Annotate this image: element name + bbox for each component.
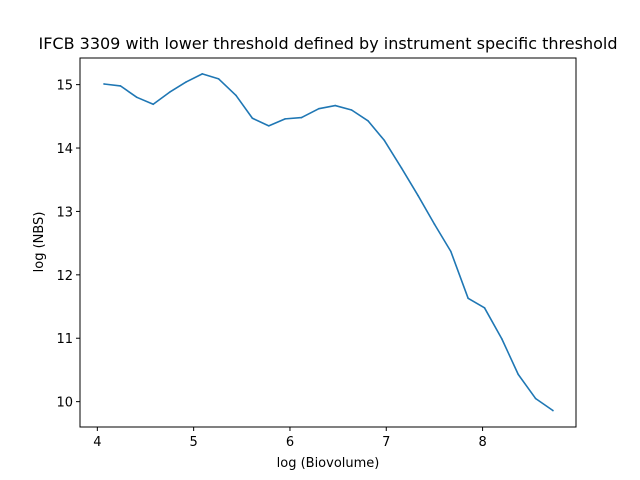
data-point — [534, 397, 537, 400]
data-point — [501, 338, 503, 340]
y-tick-label: 10 — [56, 396, 73, 411]
plot-frame — [79, 57, 577, 428]
y-axis: 10 11 12 13 14 15 — [56, 79, 80, 411]
y-tick-label: 11 — [56, 332, 73, 347]
data-point — [235, 94, 237, 97]
x-tick-label: 7 — [382, 435, 390, 450]
x-axis: 4 5 6 7 8 — [93, 427, 487, 450]
y-axis-label: log (NBS) — [32, 212, 47, 273]
data-point — [517, 373, 520, 376]
data-point — [350, 109, 353, 111]
data-point — [318, 107, 320, 110]
data-point — [168, 91, 171, 94]
y-tick-label: 13 — [56, 205, 73, 220]
data-point — [185, 81, 187, 83]
data-point — [433, 223, 436, 225]
y-tick-label: 12 — [56, 269, 73, 284]
data-point — [267, 125, 270, 127]
chart-title: IFCB 3309 with lower threshold defined b… — [38, 34, 617, 53]
y-tick-label: 15 — [56, 79, 73, 94]
x-tick-label: 6 — [286, 435, 294, 450]
data-point — [152, 103, 154, 106]
data-point — [383, 139, 386, 142]
data-point — [552, 409, 554, 412]
data-point — [201, 73, 204, 75]
data-point — [300, 116, 303, 119]
data-point — [400, 167, 403, 170]
data-point — [119, 85, 122, 87]
series-layer — [103, 73, 554, 412]
data-point — [450, 250, 452, 253]
plot-area — [79, 57, 577, 428]
x-tick-label: 5 — [190, 435, 198, 450]
data-point — [217, 78, 220, 80]
x-tick-label: 8 — [478, 435, 486, 450]
data-point — [136, 96, 138, 99]
data-point — [251, 117, 254, 120]
data-point — [284, 118, 286, 120]
series-line — [103, 73, 554, 412]
data-point — [467, 297, 469, 300]
data-point — [367, 119, 369, 122]
data-point — [334, 104, 337, 107]
x-tick-label: 4 — [93, 435, 101, 450]
y-tick-label: 14 — [56, 142, 73, 157]
data-point — [417, 194, 419, 197]
x-axis-label: log (Biovolume) — [277, 456, 380, 471]
data-point — [483, 307, 486, 309]
data-point — [103, 83, 105, 85]
